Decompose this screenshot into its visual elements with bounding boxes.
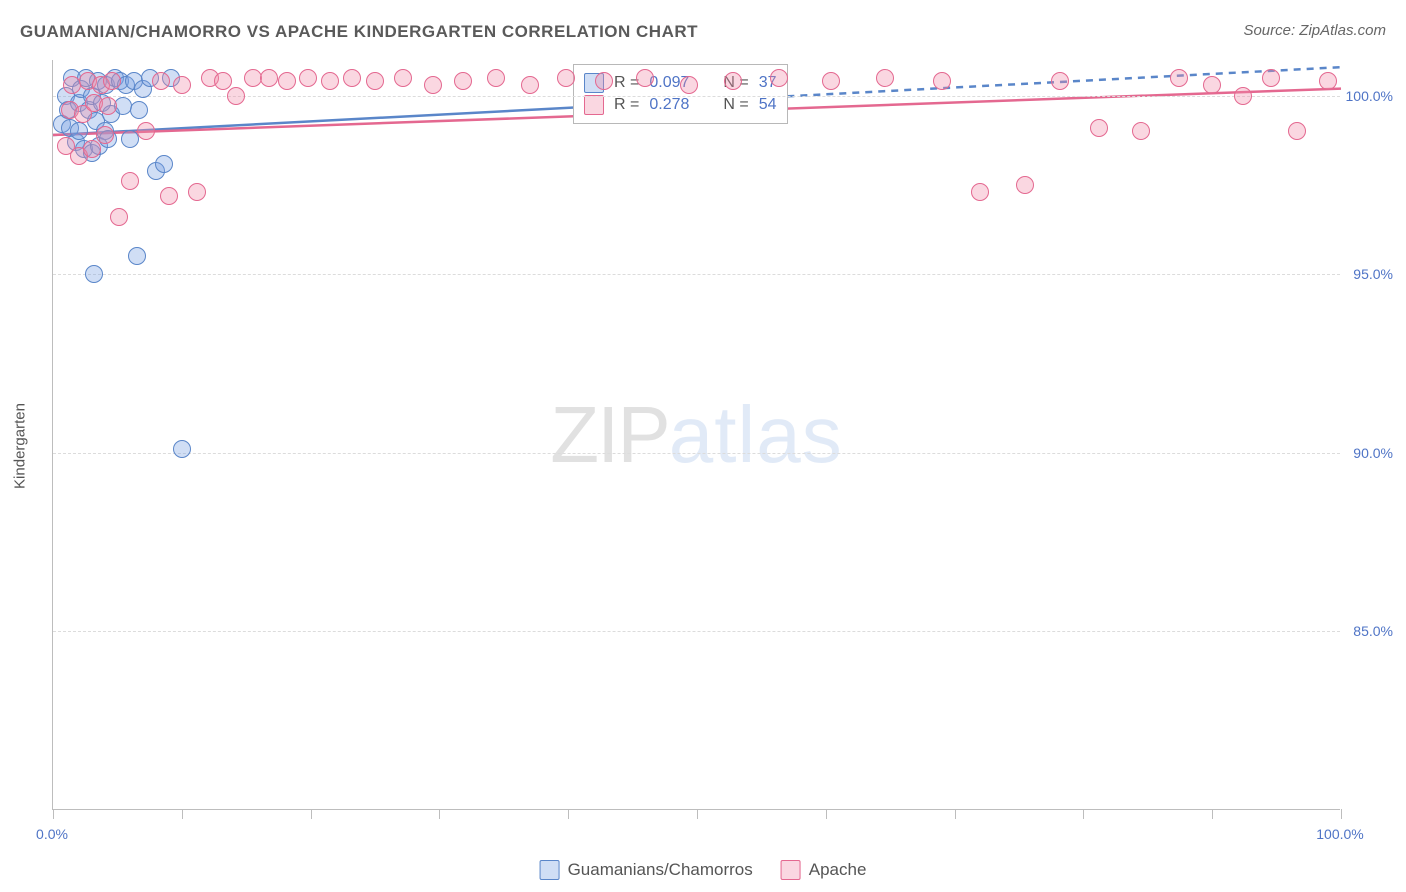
scatter-point (299, 69, 317, 87)
gridline (53, 274, 1340, 275)
scatter-point (110, 208, 128, 226)
scatter-point (83, 140, 101, 158)
scatter-point (1288, 122, 1306, 140)
x-tick (53, 809, 54, 819)
legend-label: Apache (809, 860, 867, 880)
scatter-point (724, 72, 742, 90)
gridline (53, 453, 1340, 454)
scatter-point (557, 69, 575, 87)
x-tick-label: 0.0% (36, 826, 68, 842)
x-tick (439, 809, 440, 819)
legend-item: Guamanians/Chamorros (540, 860, 753, 880)
chart-title: GUAMANIAN/CHAMORRO VS APACHE KINDERGARTE… (20, 22, 698, 42)
y-tick-label: 90.0% (1351, 445, 1395, 461)
scatter-point (933, 72, 951, 90)
scatter-point (137, 122, 155, 140)
x-tick (311, 809, 312, 819)
scatter-point (1016, 176, 1034, 194)
scatter-point (343, 69, 361, 87)
scatter-point (188, 183, 206, 201)
scatter-point (227, 87, 245, 105)
scatter-point (1262, 69, 1280, 87)
stat-row: R = 0.278 N = 54 (584, 95, 777, 115)
x-tick (1212, 809, 1213, 819)
legend-item: Apache (781, 860, 867, 880)
scatter-point (971, 183, 989, 201)
scatter-point (1090, 119, 1108, 137)
scatter-point (278, 72, 296, 90)
scatter-point (876, 69, 894, 87)
n-label: N = (723, 96, 748, 114)
chart-svg (53, 60, 1340, 809)
scatter-point (394, 69, 412, 87)
series-swatch (781, 860, 801, 880)
y-axis-label: Kindergarten (12, 403, 29, 489)
scatter-point (1132, 122, 1150, 140)
scatter-point (96, 126, 114, 144)
scatter-point (121, 172, 139, 190)
x-tick (1341, 809, 1342, 819)
y-tick-label: 95.0% (1351, 266, 1395, 282)
scatter-point (595, 72, 613, 90)
scatter-point (70, 122, 88, 140)
scatter-point (822, 72, 840, 90)
scatter-point (1319, 72, 1337, 90)
scatter-point (173, 440, 191, 458)
scatter-point (260, 69, 278, 87)
scatter-point (321, 72, 339, 90)
series-swatch (540, 860, 560, 880)
x-tick-label: 100.0% (1316, 826, 1363, 842)
x-tick (955, 809, 956, 819)
series-legend: Guamanians/Chamorros Apache (540, 860, 867, 880)
scatter-point (244, 69, 262, 87)
scatter-point (152, 72, 170, 90)
scatter-point (155, 155, 173, 173)
plot-area: ZIPatlas R =0.097N =37R =0.278N =54 85.0… (52, 60, 1340, 810)
source-label: Source: ZipAtlas.com (1243, 22, 1386, 39)
x-tick (182, 809, 183, 819)
scatter-point (454, 72, 472, 90)
legend-label: Guamanians/Chamorros (568, 860, 753, 880)
scatter-point (366, 72, 384, 90)
scatter-point (173, 76, 191, 94)
x-tick (697, 809, 698, 819)
r-label: R = (614, 96, 639, 114)
scatter-point (487, 69, 505, 87)
x-tick (568, 809, 569, 819)
scatter-point (680, 76, 698, 94)
x-tick (826, 809, 827, 819)
scatter-point (1203, 76, 1221, 94)
scatter-point (1051, 72, 1069, 90)
scatter-point (770, 69, 788, 87)
scatter-point (521, 76, 539, 94)
scatter-point (1170, 69, 1188, 87)
scatter-point (130, 101, 148, 119)
scatter-point (160, 187, 178, 205)
x-tick (1083, 809, 1084, 819)
scatter-point (636, 69, 654, 87)
scatter-point (103, 72, 121, 90)
n-value: 54 (759, 96, 777, 114)
gridline (53, 96, 1340, 97)
r-value: 0.278 (649, 96, 689, 114)
gridline (53, 631, 1340, 632)
y-tick-label: 85.0% (1351, 623, 1395, 639)
scatter-point (99, 97, 117, 115)
y-tick-label: 100.0% (1344, 88, 1395, 104)
scatter-point (424, 76, 442, 94)
series-swatch (584, 95, 604, 115)
scatter-point (128, 247, 146, 265)
scatter-point (85, 265, 103, 283)
scatter-point (1234, 87, 1252, 105)
